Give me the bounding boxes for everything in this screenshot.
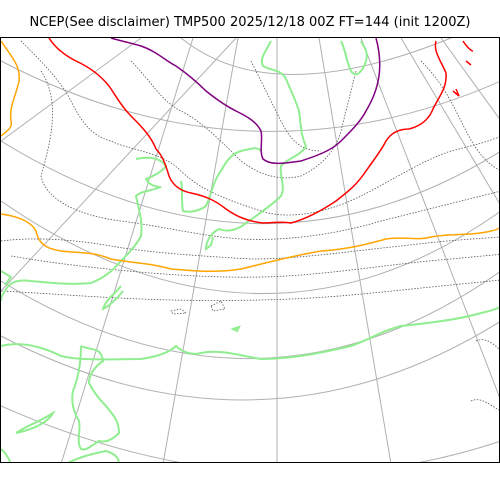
land-outlines [1, 40, 499, 462]
map-title: NCEP(See disclaimer) TMP500 2025/12/18 0… [29, 15, 471, 30]
land-outline [67, 449, 120, 462]
latitude-line [1, 140, 499, 224]
meridian-line [400, 38, 499, 204]
coastline [475, 339, 499, 350]
isotherm-orange [1, 40, 499, 273]
latitude-line [1, 60, 499, 132]
coastline [420, 60, 499, 171]
land-outline [180, 147, 262, 213]
coastline [130, 60, 357, 179]
latitude-line [1, 405, 499, 462]
meridian-line [61, 38, 194, 462]
latitude-lines [1, 38, 499, 462]
meridian-line [162, 38, 239, 462]
coastline [210, 300, 226, 312]
land-outline [1, 270, 13, 286]
meridian-line [318, 38, 392, 462]
coastline [1, 236, 499, 260]
meridian-line [1, 38, 237, 292]
map-frame [0, 37, 500, 463]
latitude-line [180, 38, 452, 75]
land-outline [230, 325, 241, 333]
land-outline [71, 345, 121, 451]
meridian-line [360, 38, 499, 398]
coastline [250, 60, 322, 152]
latitude-line [1, 200, 499, 294]
meridian-line [1, 38, 142, 142]
isotherm-red [48, 38, 474, 224]
coastline [470, 399, 499, 411]
coastline [40, 70, 499, 240]
land-outline [1, 156, 168, 302]
meridian-lines [1, 38, 499, 462]
isotherm-purple [110, 38, 381, 165]
coastline [1, 279, 499, 301]
coastlines [1, 40, 499, 411]
land-outline [340, 40, 368, 76]
meridian-line [440, 38, 499, 120]
coastline [170, 308, 188, 315]
map-canvas [1, 38, 499, 462]
land-outline [204, 40, 308, 252]
latitude-line [1, 321, 499, 401]
land-outline [15, 410, 56, 434]
land-outline [1, 448, 12, 462]
land-outline [101, 285, 124, 311]
coastline [10, 253, 499, 278]
land-outline [1, 306, 499, 361]
